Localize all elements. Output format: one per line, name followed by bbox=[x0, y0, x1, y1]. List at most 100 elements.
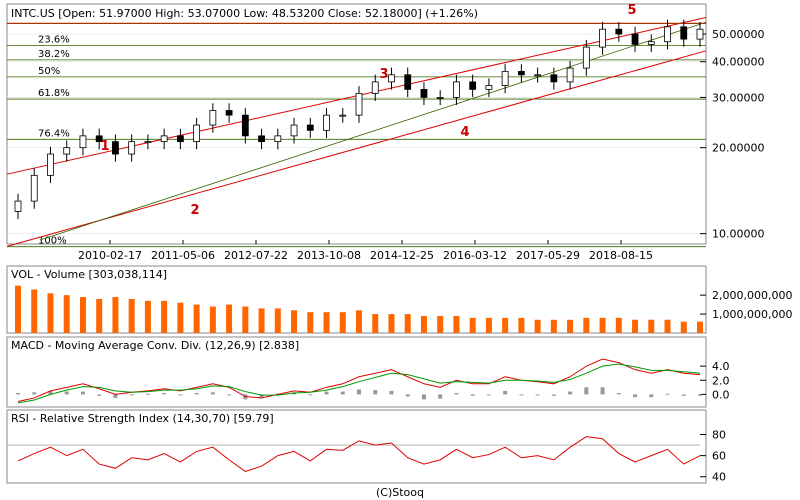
volume-bar bbox=[453, 315, 460, 333]
macd-histogram-bar bbox=[97, 394, 102, 396]
volume-bar bbox=[112, 297, 119, 333]
candle-body bbox=[404, 74, 412, 90]
macd-histogram-bar bbox=[486, 394, 491, 396]
candle-body bbox=[534, 74, 542, 77]
fib-level-label: 100% bbox=[38, 236, 67, 247]
volume-bar bbox=[599, 317, 606, 333]
volume-bar bbox=[615, 317, 622, 333]
macd-histogram-bar bbox=[32, 392, 37, 395]
candle-body bbox=[680, 26, 688, 40]
volume-title: VOL - Volume [303,038,114] bbox=[11, 268, 167, 281]
macd-y-tick-label: 0.0 bbox=[712, 388, 730, 401]
volume-bar bbox=[388, 314, 395, 333]
candle-body bbox=[631, 33, 639, 45]
macd-histogram-bar bbox=[568, 391, 573, 395]
x-tick-label: 2013-10-08 bbox=[297, 249, 361, 262]
volume-bar bbox=[697, 321, 703, 333]
macd-histogram-bar bbox=[616, 392, 621, 395]
candle-body bbox=[241, 114, 249, 137]
fib-level-label: 76.4% bbox=[38, 128, 70, 139]
macd-histogram-bar bbox=[357, 389, 361, 395]
candle-body bbox=[258, 135, 265, 143]
volume-bar bbox=[258, 308, 265, 333]
rsi-y-tick-label: 60 bbox=[712, 450, 726, 463]
volume-bar bbox=[583, 317, 590, 333]
volume-bar bbox=[632, 319, 639, 333]
candle-body bbox=[95, 135, 103, 143]
volume-bar bbox=[79, 297, 86, 333]
volume-bar bbox=[502, 317, 509, 333]
macd-histogram-bar bbox=[129, 394, 134, 396]
candle-body bbox=[469, 81, 477, 90]
candle-body bbox=[274, 135, 282, 143]
footer-credit: (C)Stooq bbox=[376, 486, 424, 499]
price-layer: 50.00000 40.00000 30.00000 20.00000 10.00000… bbox=[6, 3, 765, 262]
x-tick-label: 2012-07-22 bbox=[224, 249, 288, 262]
macd-histogram-bar bbox=[373, 390, 378, 395]
x-tick-label: 2016-03-12 bbox=[443, 249, 507, 262]
volume-bar bbox=[518, 317, 525, 333]
fib-level-label: 61.8% bbox=[38, 88, 70, 99]
volume-bar bbox=[128, 298, 135, 333]
candle-body bbox=[290, 124, 298, 137]
price-y-tick-label: 10.00000 bbox=[712, 228, 765, 241]
candle-body bbox=[420, 88, 428, 98]
macd-histogram-bar bbox=[178, 394, 183, 396]
candle-body bbox=[647, 41, 655, 45]
macd-histogram-bar bbox=[194, 392, 199, 395]
volume-bar bbox=[209, 306, 216, 333]
x-tick-label: 2014-12-25 bbox=[370, 249, 434, 262]
rsi-title: RSI - Relative Strength Index (14,30,70)… bbox=[11, 412, 274, 425]
volume-bar bbox=[47, 293, 54, 333]
macd-histogram-bar bbox=[649, 394, 654, 398]
macd-histogram-bar bbox=[535, 394, 540, 396]
volume-bar bbox=[664, 319, 671, 333]
volume-bar bbox=[372, 314, 379, 333]
macd-histogram-bar bbox=[162, 392, 167, 395]
trend-line bbox=[39, 21, 707, 241]
macd-histogram-bar bbox=[665, 393, 670, 395]
price-info: INTC.US [Open: 51.97000 High: 53.07000 L… bbox=[11, 7, 478, 20]
candle-body bbox=[14, 200, 22, 212]
volume-bar bbox=[420, 315, 427, 333]
candle-body bbox=[453, 81, 460, 98]
macd-histogram-bar bbox=[633, 394, 638, 398]
macd-histogram-bar bbox=[227, 394, 232, 396]
macd-histogram-bar bbox=[389, 390, 394, 395]
rsi-y-tick-label: 40 bbox=[712, 471, 726, 484]
candle-body bbox=[193, 124, 201, 143]
candle-body bbox=[225, 110, 233, 116]
macd-histogram-bar bbox=[454, 392, 459, 395]
candle-body bbox=[306, 124, 314, 131]
volume-bar bbox=[242, 306, 249, 333]
x-tick-label: 2018-08-15 bbox=[589, 249, 653, 262]
candle-body bbox=[436, 97, 444, 99]
candle-body bbox=[550, 74, 558, 83]
volume-bar bbox=[339, 312, 346, 333]
candle-body bbox=[128, 141, 136, 155]
macd-layer: 4.02.00.0 bbox=[16, 358, 730, 404]
volume-bar bbox=[15, 285, 21, 333]
candle-body bbox=[339, 114, 347, 117]
candle-body bbox=[566, 67, 574, 83]
volume-bar bbox=[648, 319, 655, 333]
wave-label: 3 bbox=[379, 67, 388, 82]
volume-bar bbox=[469, 317, 476, 333]
macd-histogram-bar bbox=[64, 391, 69, 395]
volume-y-tick-label: 2,000,000,000 bbox=[712, 289, 792, 302]
candle-body bbox=[144, 141, 152, 144]
volume-bar bbox=[177, 302, 184, 333]
macd-signal-line bbox=[17, 363, 701, 404]
wave-label: 4 bbox=[460, 125, 469, 140]
macd-histogram-bar bbox=[681, 394, 686, 396]
macd-histogram-bar bbox=[698, 394, 702, 396]
macd-y-tick-label: 2.0 bbox=[712, 374, 730, 387]
volume-bar bbox=[680, 321, 687, 333]
volume-bar bbox=[534, 319, 541, 333]
wave-label: 1 bbox=[100, 139, 109, 154]
candle-body bbox=[176, 135, 184, 143]
volume-y-tick-label: 1,000,000,000 bbox=[712, 308, 792, 321]
fib-level-label: 38.2% bbox=[38, 49, 70, 60]
macd-histogram-bar bbox=[113, 394, 118, 398]
candle-body bbox=[599, 28, 606, 48]
